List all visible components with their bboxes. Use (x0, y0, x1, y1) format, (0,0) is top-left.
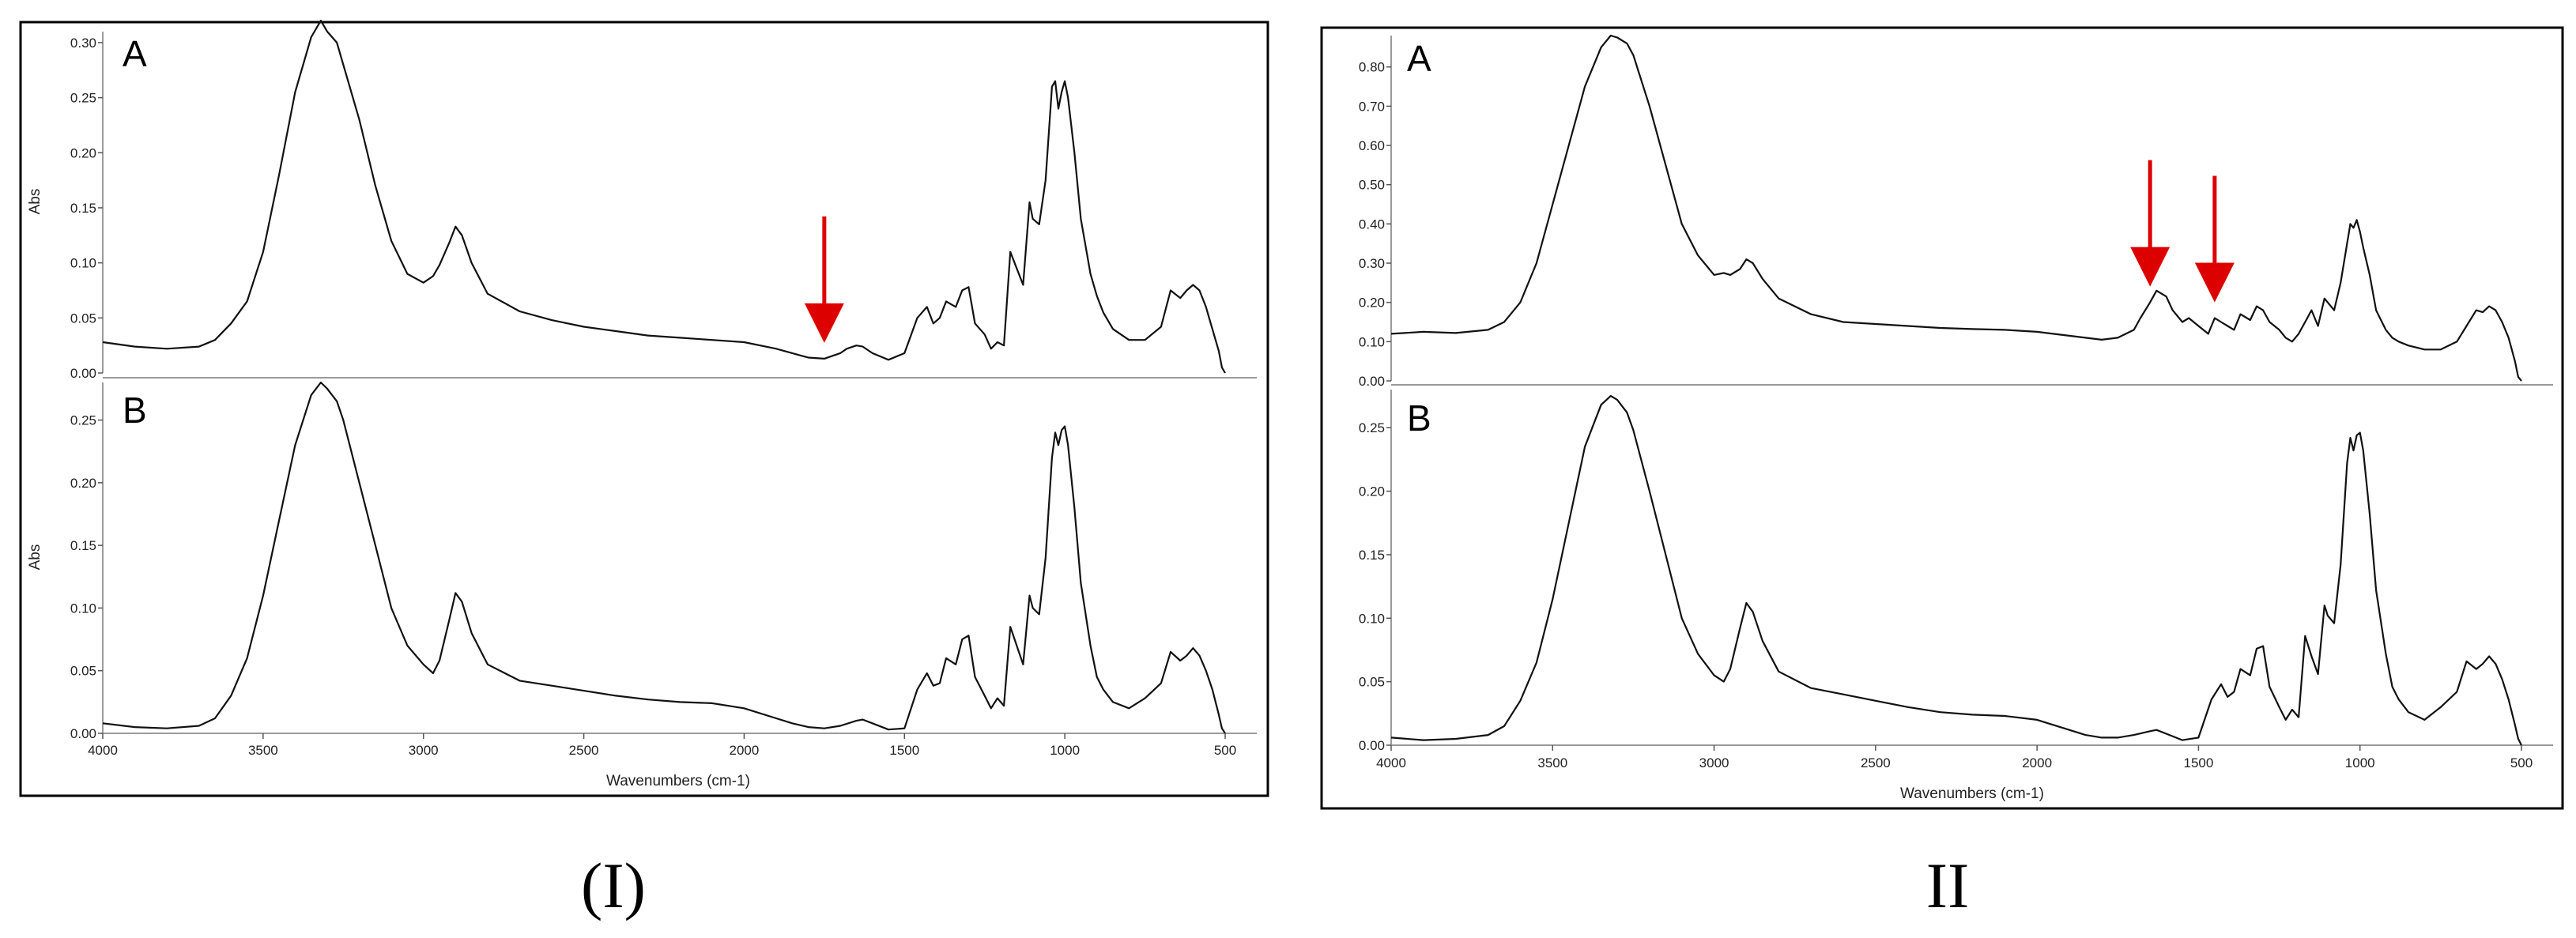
chart-i-frame (19, 21, 1269, 797)
chart-i-x-tick-label: 1500 (889, 743, 919, 758)
chart-ii-x-tick-label: 3500 (1537, 755, 1567, 770)
chart-i-panel-a-ylabel: Abs (27, 189, 43, 215)
chart-i-x-axis-title: Wavenumbers (cm-1) (606, 773, 750, 789)
chart-i-caption: (I) (581, 849, 646, 921)
chart-ii-panel-a-spectrum-line (1390, 34, 2522, 382)
chart-i-panel-a: 0.00 0.05 0.10 0.15 0.20 0.25 0.30 A Abs (27, 20, 1226, 381)
chart-i-panel-b: 0.00 0.05 0.10 0.15 0.20 0.25 B Abs (27, 381, 1226, 741)
chart-ii-panel-a-label: A (1407, 38, 1431, 79)
chart-ii-panel-a-arrow (2130, 160, 2171, 287)
chart-ii-panel-a-y-tick-label: 0.80 (1359, 60, 1385, 75)
chart-ii-panel-b-y-tick-label: 0.05 (1359, 675, 1385, 690)
chart-i-panel-a-y-tick-label: 0.00 (70, 366, 96, 381)
chart-ii-caption: II (1926, 849, 1970, 921)
chart-i-panel-b-y-tick-label: 0.10 (70, 601, 96, 616)
chart-ii-panel-a-y-tick-label: 0.50 (1359, 178, 1385, 193)
chart-ii-x-tick-label: 1000 (2345, 755, 2375, 770)
chart-ii-frame (1320, 26, 2564, 810)
chart-i-panel-b-y-tick-label: 0.20 (70, 476, 96, 491)
chart-ii-panel-b: 0.00 0.05 0.10 0.15 0.20 0.25 B (1359, 390, 2522, 753)
chart-i-panel-b-y-tick-label: 0.00 (70, 726, 96, 741)
chart-ii-x-tick-label: 1500 (2184, 755, 2214, 770)
chart-i-panel-a-y-tick-label: 0.10 (70, 256, 96, 271)
chart-i-panel-a-y-tick-label: 0.05 (70, 311, 96, 326)
chart-ii-panel-b-y-tick-label: 0.10 (1359, 611, 1385, 626)
chart-ii-panel-a: 0.00 0.10 0.20 0.30 0.40 0.50 0.60 0.70 0.80 A (1359, 34, 2522, 389)
chart-ii-panel-a-y-tick-label: 0.60 (1359, 138, 1385, 153)
chart-i-panel-b-ylabel: Abs (27, 544, 43, 571)
chart-ii-x-tick-label: 2000 (2022, 755, 2052, 770)
chart-i-x-tick-label: 2000 (730, 743, 760, 758)
chart-i-panel-b-y-tick-label: 0.25 (70, 413, 96, 428)
chart-ii-panel-a-y-tick-label: 0.70 (1359, 99, 1385, 114)
chart-ii-panel-a-y-tick-label: 0.00 (1359, 374, 1385, 389)
chart-ii-panel-a-y-tick-label: 0.40 (1359, 217, 1385, 232)
chart-ii-panel-b-y-tick-label: 0.00 (1359, 738, 1385, 753)
chart-ii-panel-b-y-tick-label: 0.15 (1359, 548, 1385, 563)
chart-ii-x-axis: 4000 3500 3000 2500 2000 1500 1000 500 (1376, 745, 2533, 770)
chart-i-panel-b-label: B (123, 390, 147, 431)
chart-ii-x-tick-label: 3000 (1699, 755, 1729, 770)
chart-i-x-tick-label: 500 (1214, 743, 1236, 758)
chart-i-panel-a-arrow (804, 216, 844, 343)
chart-ii-panel-a-y-tick-label: 0.10 (1359, 334, 1385, 349)
chart-ii-x-axis-title: Wavenumbers (cm-1) (1900, 785, 2044, 802)
chart-i-panel-b-y-tick-label: 0.15 (70, 538, 96, 553)
chart-i: 0.000.050.100.150.200.250.30 A Abs 0.000… (19, 20, 1269, 921)
chart-i-panel-a-y-tick-label: 0.30 (70, 36, 96, 51)
chart-i-x-tick-label: 3000 (409, 743, 439, 758)
chart-i-x-tick-label: 4000 (88, 743, 118, 758)
chart-i-panel-a-y-tick-label: 0.15 (70, 201, 96, 216)
chart-ii-panel-a-y-tick-label: 0.20 (1359, 296, 1385, 311)
chart-i-x-tick-label: 1000 (1050, 743, 1080, 758)
chart-i-panel-a-spectrum-line (102, 20, 1226, 374)
chart-ii-panel-b-y-tick-label: 0.25 (1359, 420, 1385, 435)
chart-i-panel-b-y-tick-label: 0.05 (70, 664, 96, 679)
chart-i-panel-a-label: A (123, 33, 147, 74)
chart-ii-panel-b-label: B (1407, 397, 1431, 439)
chart-ii-panel-a-y-tick-label: 0.30 (1359, 256, 1385, 271)
chart-ii-x-tick-label: 2500 (1861, 755, 1891, 770)
chart-ii-x-tick-label: 4000 (1376, 755, 1406, 770)
chart-ii: 0.00 0.10 0.20 0.30 0.40 0.50 0.60 0.70 0.80 A 0… (1320, 26, 2564, 921)
chart-i-x-tick-label: 3500 (248, 743, 278, 758)
chart-ii-panel-b-y-tick-label: 0.20 (1359, 484, 1385, 499)
chart-i-x-tick-label: 2500 (569, 743, 599, 758)
chart-i-panel-b-spectrum-line (102, 381, 1226, 734)
chart-i-panel-a-y-tick-label: 0.20 (70, 145, 96, 160)
chart-i-x-axis: 4000 3500 3000 2500 2000 1500 1000 500 (88, 733, 1236, 758)
chart-ii-panel-a-arrow (2194, 175, 2235, 303)
chart-ii-panel-b-spectrum-line (1390, 394, 2522, 746)
chart-i-panel-a-y-tick-label: 0.25 (70, 91, 96, 106)
chart-ii-x-tick-label: 500 (2510, 755, 2533, 770)
